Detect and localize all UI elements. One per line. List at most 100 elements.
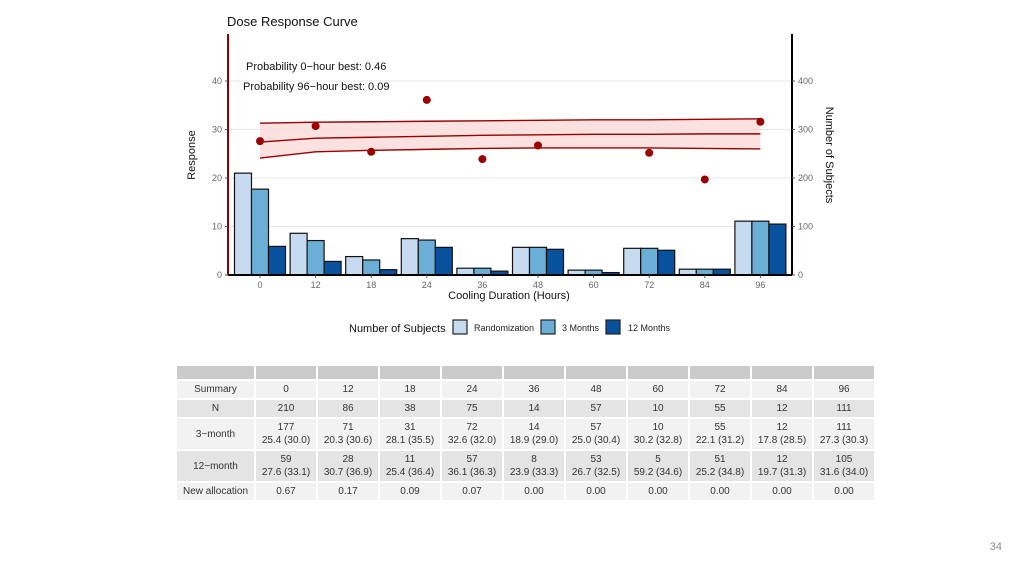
gridlines [228, 80, 792, 227]
n-cell: 75 [442, 400, 502, 417]
n-cell: 10 [628, 400, 688, 417]
dose-response-chart: Dose Response Curve 01020304001002003004… [186, 14, 835, 335]
row-label: 3−month [177, 419, 254, 449]
observed-points [256, 95, 765, 184]
allocation-cell: 0.00 [504, 483, 564, 500]
bar-3-months-12 [306, 239, 325, 276]
bar-randomization-72 [623, 247, 642, 276]
bar-randomization-96 [734, 220, 753, 276]
twelve-month-cell: 57 36.1 (36.3) [442, 451, 502, 481]
y2-tick-label: 0 [798, 270, 803, 280]
allocation-cell: 0.07 [442, 483, 502, 500]
three-month-cell: 31 28.1 (35.5) [380, 419, 440, 449]
y-tick-label: 20 [212, 173, 222, 183]
table-header-row [177, 366, 874, 379]
legend-label-3-months: 3 Months [562, 323, 600, 333]
point-24h [422, 95, 431, 104]
bars [233, 172, 787, 276]
three-month-cell: 71 20.3 (30.6) [318, 419, 378, 449]
twelve-month-cell: 11 25.4 (36.4) [380, 451, 440, 481]
bar-3-months-0 [250, 188, 270, 276]
table-row-summary: Summary 0 12 18 24 36 48 60 72 84 96 [177, 381, 874, 398]
dose-cell: 18 [380, 381, 440, 398]
n-cell: 12 [752, 400, 812, 417]
table-row-new-allocation: New allocation 0.67 0.17 0.09 0.07 0.00 0.00 0.… [177, 483, 874, 500]
x-tick-label: 48 [533, 280, 543, 290]
n-cell: 210 [256, 400, 316, 417]
x-tick-label: 72 [644, 280, 654, 290]
twelve-month-cell: 5 59.2 (34.6) [628, 451, 688, 481]
allocation-cell: 0.00 [814, 483, 874, 500]
point-84h [700, 175, 709, 184]
x-tick-label: 18 [366, 280, 376, 290]
legend-label-12-months: 12 Months [628, 323, 671, 333]
dose-cell: 96 [814, 381, 874, 398]
bar-3-months-72 [640, 247, 659, 276]
legend-swatch-randomization [452, 319, 468, 335]
x-tick-label: 0 [257, 280, 262, 290]
axes [227, 34, 793, 276]
y-tick-label: 0 [217, 270, 222, 280]
bar-randomization-12 [289, 232, 308, 276]
allocation-cell: 0.00 [752, 483, 812, 500]
bar-randomization-48 [511, 246, 531, 276]
twelve-month-cell: 12 19.7 (31.3) [752, 451, 812, 481]
n-cell: 14 [504, 400, 564, 417]
bar-12-months-0 [267, 245, 287, 276]
page-number: 34 [989, 541, 1002, 553]
allocation-cell: 0.00 [690, 483, 750, 500]
row-label: New allocation [177, 483, 254, 500]
dose-cell: 24 [442, 381, 502, 398]
row-label: N [177, 400, 254, 417]
dose-cell: 0 [256, 381, 316, 398]
allocation-cell: 0.67 [256, 483, 316, 500]
bar-12-months-96 [768, 223, 787, 276]
bar-3-months-18 [362, 259, 381, 276]
three-month-cell: 12 17.8 (28.5) [752, 419, 812, 449]
legend: Number of Subjects Randomization 3 Month… [349, 319, 671, 335]
x-tick-label: 24 [422, 280, 432, 290]
allocation-cell: 0.00 [566, 483, 626, 500]
y-axis-label: Response [186, 130, 198, 180]
point-96h [756, 117, 765, 126]
n-cell: 38 [380, 400, 440, 417]
dose-cell: 60 [628, 381, 688, 398]
point-12h [311, 122, 320, 131]
three-month-cell: 72 32.6 (32.0) [442, 419, 502, 449]
three-month-cell: 57 25.0 (30.4) [566, 419, 626, 449]
annotation-0h: Probability 0−hour best: 0.46 [246, 61, 386, 73]
allocation-cell: 0.00 [628, 483, 688, 500]
twelve-month-cell: 59 27.6 (33.1) [256, 451, 316, 481]
bar-3-months-24 [417, 239, 436, 276]
twelve-month-cell: 28 30.7 (36.9) [318, 451, 378, 481]
dose-cell: 84 [752, 381, 812, 398]
bar-12-months-48 [545, 248, 565, 276]
bar-randomization-18 [345, 255, 364, 276]
three-month-cell: 177 25.4 (30.0) [256, 419, 316, 449]
table-row-12-month: 12−month 59 27.6 (33.1) 28 30.7 (36.9) 11 25.4… [177, 451, 874, 481]
bar-randomization-36 [456, 267, 475, 276]
row-label: Summary [177, 381, 254, 398]
y2-axis-label: Number of Subjects [823, 107, 835, 204]
confidence-band-fill [260, 118, 761, 159]
twelve-month-cell: 51 25.2 (34.8) [690, 451, 750, 481]
n-cell: 55 [690, 400, 750, 417]
bar-12-months-24 [434, 246, 453, 276]
legend-swatch-3-months [540, 319, 556, 335]
y-tick-label: 10 [212, 222, 222, 232]
x-tick-label: 36 [477, 280, 487, 290]
point-18h [367, 147, 376, 156]
legend-label-randomization: Randomization [474, 323, 534, 333]
confidence-band [259, 118, 761, 159]
x-tick-label: 84 [700, 280, 710, 290]
twelve-month-cell: 53 26.7 (32.5) [566, 451, 626, 481]
allocation-cell: 0.17 [318, 483, 378, 500]
point-72h [645, 148, 654, 157]
chart-title: Dose Response Curve [227, 14, 358, 29]
bar-12-months-12 [323, 260, 342, 276]
x-tick-label: 96 [755, 280, 765, 290]
three-month-cell: 111 27.3 (30.3) [814, 419, 874, 449]
bar-3-months-36 [473, 267, 492, 276]
y2-tick-label: 300 [798, 125, 813, 135]
